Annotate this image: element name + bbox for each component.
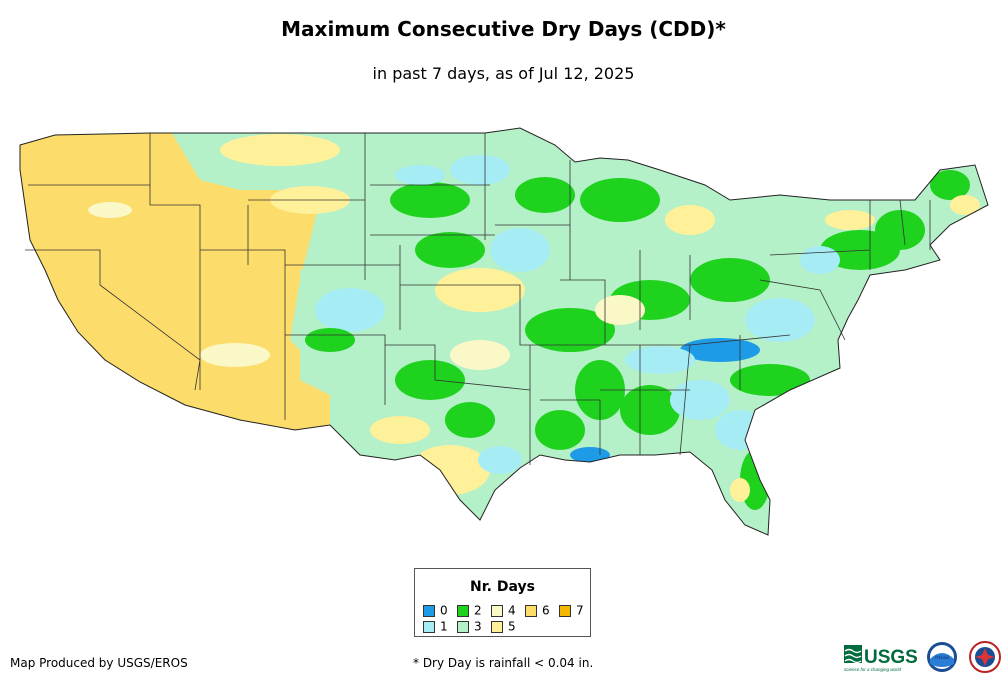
state-boundaries xyxy=(19,127,989,536)
legend-swatch xyxy=(491,604,503,617)
nws-seal-icon xyxy=(969,641,1001,673)
legend-swatch xyxy=(457,604,469,617)
footnote: * Dry Day is rainfall < 0.04 in. xyxy=(413,656,594,670)
svg-text:USGS: USGS xyxy=(864,647,918,668)
legend-swatch xyxy=(423,620,435,633)
legend-swatch xyxy=(559,604,571,617)
noaa-logo: noaa xyxy=(927,642,957,672)
legend-item-4: 4 xyxy=(491,604,516,617)
legend-item-3: 3 xyxy=(457,620,482,633)
legend-item-1: 1 xyxy=(423,620,448,633)
legend: Nr. Days 0 1 2 3 4 5 6 7 xyxy=(414,568,591,637)
legend-item-6: 6 xyxy=(525,604,550,617)
map-subtitle: in past 7 days, as of Jul 12, 2025 xyxy=(372,64,635,83)
legend-item-0: 0 xyxy=(423,604,448,617)
map-title: Maximum Consecutive Dry Days (CDD)* xyxy=(281,17,726,41)
legend-swatch xyxy=(491,620,503,633)
legend-item-7: 7 xyxy=(559,604,584,617)
map-credit: Map Produced by USGS/EROS xyxy=(10,656,188,670)
legend-swatch xyxy=(457,620,469,633)
svg-text:noaa: noaa xyxy=(935,655,950,661)
cdd-fill xyxy=(20,128,988,535)
legend-title: Nr. Days xyxy=(470,579,535,595)
legend-swatch xyxy=(423,604,435,617)
svg-text:science for a changing world: science for a changing world xyxy=(844,667,902,672)
usgs-logo: USGS science for a changing world xyxy=(844,645,918,672)
agency-logos: USGS science for a changing world noaa xyxy=(844,641,1001,673)
legend-swatch xyxy=(525,604,537,617)
legend-item-2: 2 xyxy=(457,604,482,617)
legend-item-5: 5 xyxy=(491,620,516,633)
cdd-map xyxy=(19,127,989,536)
